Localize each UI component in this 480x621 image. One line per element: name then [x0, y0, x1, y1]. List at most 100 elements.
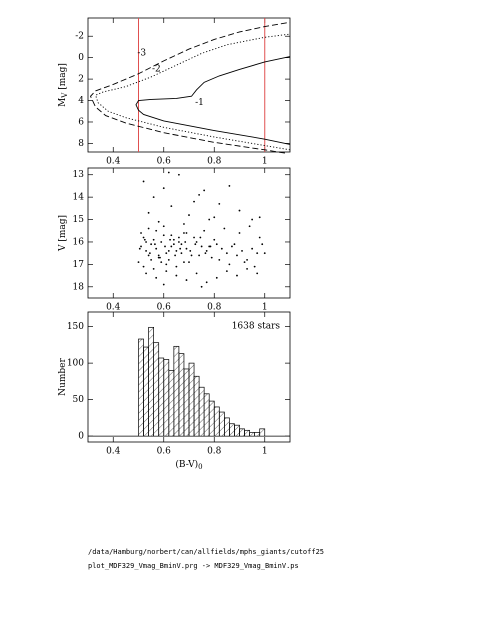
star-point: [209, 245, 212, 248]
star-point: [178, 241, 180, 243]
star-point: [195, 241, 198, 243]
histogram-bar: [153, 342, 160, 437]
star-point: [256, 252, 259, 255]
isochrone: [135, 56, 291, 145]
star-point: [152, 267, 155, 270]
star-point: [246, 258, 248, 261]
panel: 0.4 0.6 0.8 1 0 50 100 150 1638 stars: [67, 311, 291, 457]
star-point: [165, 252, 168, 255]
label-main: M: [58, 98, 68, 107]
star-point: [157, 220, 160, 223]
star-point: [251, 247, 254, 250]
star-point: [170, 205, 173, 208]
histogram-bar: [198, 386, 205, 437]
star-point: [167, 258, 170, 261]
star-point: [243, 261, 246, 264]
y-tick-label: 50: [73, 395, 85, 405]
star-point: [193, 236, 195, 239]
footer-line: /data/Hamburg/norbert/can/allfields/mphs…: [88, 548, 324, 556]
star-point: [160, 261, 163, 264]
histogram-bar: [193, 375, 200, 437]
x-tick-label: 0.4: [106, 447, 121, 457]
star-point: [162, 187, 165, 190]
label-main: Number: [58, 358, 68, 396]
y-tick-label: 17: [73, 260, 85, 270]
x-tick-label: 1: [262, 447, 268, 457]
star-point: [185, 232, 188, 234]
star-point: [167, 250, 170, 252]
star-point: [147, 227, 150, 230]
star-point: [231, 245, 233, 248]
star-point: [205, 250, 208, 252]
star-point: [159, 256, 161, 259]
y-tick-label: 14: [73, 193, 85, 203]
star-point: [218, 202, 221, 205]
star-point: [256, 272, 259, 275]
star-point: [261, 243, 264, 246]
star-point: [145, 272, 147, 275]
histogram-bar: [208, 400, 215, 437]
plot-frame: [87, 167, 291, 299]
star-point: [152, 196, 155, 199]
star-point: [185, 279, 188, 281]
y-tick-label: 16: [73, 237, 85, 247]
y-tick-label: 100: [67, 359, 84, 369]
star-point: [172, 238, 175, 241]
star-point: [238, 232, 241, 234]
histogram-bar: [178, 353, 185, 437]
star-point: [228, 263, 231, 266]
star-point: [225, 270, 228, 273]
star-point: [233, 243, 236, 246]
star-point: [165, 270, 168, 273]
histogram-bar: [148, 326, 155, 437]
star-point: [142, 180, 145, 183]
footer-line: plot_MDF329_Vmag_BminV.prg -> MDF329_Vma…: [88, 562, 299, 570]
star-point: [142, 236, 145, 239]
y-tick-label: 13: [73, 170, 85, 180]
star-point: [155, 276, 158, 279]
x-tick-label: 0.6: [157, 447, 172, 457]
star-point: [180, 252, 183, 255]
star-point: [205, 281, 208, 284]
series-label: -2: [152, 65, 161, 75]
series-label: -1: [195, 98, 204, 108]
star-point: [142, 265, 145, 268]
x-tick-label: 0.8: [207, 447, 222, 457]
star-point: [188, 261, 190, 264]
star-point: [175, 274, 178, 277]
star-point: [248, 225, 251, 228]
star-point: [204, 252, 207, 255]
star-point: [213, 216, 216, 219]
y-axis-label: MV [mag]: [58, 63, 70, 107]
star-point: [147, 254, 150, 257]
star-point: [189, 250, 192, 252]
star-point: [203, 229, 206, 232]
star-point: [178, 236, 180, 239]
star-point: [180, 243, 183, 246]
histogram-bar: [173, 345, 180, 437]
star-point: [215, 243, 218, 246]
star-point: [213, 238, 216, 241]
histogram-bar: [158, 357, 165, 437]
star-point: [170, 234, 173, 237]
star-point: [140, 232, 142, 234]
star-point: [225, 252, 228, 255]
plot-frame: [87, 311, 291, 443]
star-point: [184, 241, 187, 243]
star-point: [154, 243, 156, 246]
star-point: [188, 214, 190, 216]
star-point: [164, 245, 166, 248]
x-axis-label: (B-V)0: [175, 459, 202, 472]
histogram-bar: [138, 338, 144, 437]
y-tick-label: 150: [67, 322, 84, 332]
star-point: [169, 238, 171, 241]
star-point: [236, 274, 238, 277]
star-point: [162, 225, 165, 228]
star-point: [193, 200, 195, 203]
star-point: [172, 243, 175, 246]
x-tick-label: 0.4: [106, 157, 121, 167]
star-point: [198, 254, 201, 257]
star-point: [165, 263, 168, 266]
star-point: [143, 238, 146, 241]
